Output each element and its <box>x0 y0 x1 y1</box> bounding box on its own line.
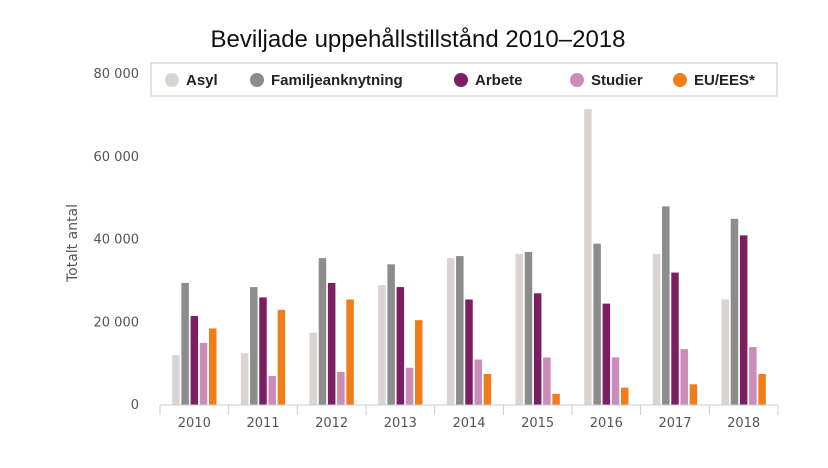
y-tick-label: 20 000 <box>94 315 140 330</box>
bar-asyl-2014[interactable] <box>446 258 455 405</box>
legend-marker-studier[interactable] <box>570 73 584 87</box>
legend-marker-arbete[interactable] <box>454 73 468 87</box>
legend-label-arbete[interactable]: Arbete <box>475 72 523 89</box>
legend-label-familjeanknytning[interactable]: Familjeanknytning <box>271 72 403 89</box>
bar-familjeanknytning-2016[interactable] <box>593 243 601 405</box>
legend-label-euees[interactable]: EU/EES* <box>694 72 755 89</box>
bar-series-group <box>172 109 766 406</box>
bar-studier-2016[interactable] <box>611 357 620 405</box>
bar-familjeanknytning-2010[interactable] <box>181 282 189 405</box>
y-tick-label: 80 000 <box>94 67 140 82</box>
chart-title: Beviljade uppehållstillstånd 2010–2018 <box>211 26 626 53</box>
x-tick-label: 2011 <box>246 416 279 431</box>
bar-arbete-2011[interactable] <box>259 297 267 405</box>
bar-studier-2012[interactable] <box>337 371 345 405</box>
bar-studier-2011[interactable] <box>268 376 276 405</box>
bar-arbete-2015[interactable] <box>533 293 542 405</box>
legend: Asyl Familjeanknytning Arbete Studier EU/EES… <box>150 62 778 97</box>
bar-asyl-2017[interactable] <box>652 253 661 405</box>
bar-arbete-2014[interactable] <box>465 299 473 405</box>
bar-arbete-2013[interactable] <box>396 287 405 405</box>
x-tick-label: 2012 <box>315 416 348 431</box>
legend-marker-euees[interactable] <box>673 73 687 87</box>
bar-studier-2010[interactable] <box>199 342 208 405</box>
bar-euees-2012[interactable] <box>346 299 354 405</box>
x-tick-label: 2014 <box>452 416 485 431</box>
bar-studier-2018[interactable] <box>749 347 757 405</box>
x-tick-label: 2017 <box>658 416 691 431</box>
bar-asyl-2016[interactable] <box>584 109 592 406</box>
bar-arbete-2010[interactable] <box>190 316 199 405</box>
bar-familjeanknytning-2011[interactable] <box>250 287 258 405</box>
bar-euees-2018[interactable] <box>758 373 766 405</box>
y-axis-ticks: 0 20 000 40 000 60 000 80 000 <box>94 67 140 413</box>
bar-studier-2014[interactable] <box>474 359 482 405</box>
bar-arbete-2016[interactable] <box>602 303 611 405</box>
bar-arbete-2017[interactable] <box>671 272 679 405</box>
bar-euees-2016[interactable] <box>620 387 629 405</box>
bar-familjeanknytning-2015[interactable] <box>524 251 533 405</box>
bar-euees-2014[interactable] <box>483 373 492 405</box>
bar-asyl-2018[interactable] <box>721 299 730 405</box>
x-tick-label: 2016 <box>590 416 623 431</box>
bar-euees-2010[interactable] <box>208 328 217 405</box>
legend-label-studier[interactable]: Studier <box>591 72 643 89</box>
bar-euees-2011[interactable] <box>277 309 286 405</box>
bar-familjeanknytning-2018[interactable] <box>730 218 739 405</box>
bar-arbete-2018[interactable] <box>739 235 748 405</box>
legend-marker-familjeanknytning[interactable] <box>250 73 264 87</box>
bar-studier-2015[interactable] <box>543 357 551 405</box>
x-tick-label: 2015 <box>521 416 554 431</box>
bar-studier-2013[interactable] <box>405 367 414 405</box>
y-tick-label: 40 000 <box>94 233 140 248</box>
x-tick-label: 2013 <box>384 416 417 431</box>
x-axis-ticks: 2010 2011 2012 2013 2014 2015 2016 2017 2018 <box>159 405 779 431</box>
y-axis-title: Totalt antal <box>65 204 81 283</box>
bar-euees-2013[interactable] <box>414 320 423 405</box>
bar-familjeanknytning-2014[interactable] <box>456 256 464 405</box>
bar-asyl-2011[interactable] <box>240 353 249 405</box>
bar-asyl-2012[interactable] <box>309 332 318 405</box>
bar-familjeanknytning-2013[interactable] <box>387 264 395 405</box>
bar-euees-2017[interactable] <box>689 384 698 405</box>
bar-familjeanknytning-2017[interactable] <box>662 206 670 405</box>
bar-studier-2017[interactable] <box>680 349 688 405</box>
legend-marker-asyl[interactable] <box>165 73 179 87</box>
bar-asyl-2013[interactable] <box>378 285 386 405</box>
legend-label-asyl[interactable]: Asyl <box>186 72 218 89</box>
y-tick-label: 60 000 <box>94 150 140 165</box>
bar-arbete-2012[interactable] <box>327 282 336 405</box>
bar-familjeanknytning-2012[interactable] <box>318 258 327 405</box>
bar-asyl-2015[interactable] <box>515 253 524 405</box>
bar-asyl-2010[interactable] <box>172 355 180 405</box>
x-tick-label: 2018 <box>727 416 760 431</box>
y-tick-label: 0 <box>131 398 139 413</box>
x-tick-label: 2010 <box>178 416 211 431</box>
bar-euees-2015[interactable] <box>552 393 560 405</box>
